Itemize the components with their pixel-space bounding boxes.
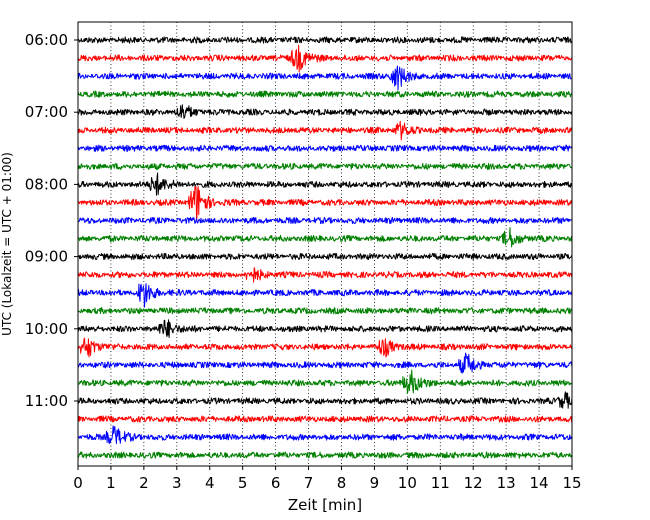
y-tick-label: 09:00 bbox=[25, 248, 68, 266]
trace-0630 bbox=[77, 65, 573, 91]
x-tick-label: 14 bbox=[530, 474, 549, 492]
x-tick-label: 5 bbox=[238, 474, 248, 492]
trace-0645 bbox=[77, 90, 573, 98]
trace-1100 bbox=[77, 391, 573, 409]
x-axis-label: Zeit [min] bbox=[288, 496, 362, 514]
y-axis-ticks: 06:00 07:00 08:00 09:00 10:00 11:00 bbox=[25, 31, 78, 410]
x-tick-label: 4 bbox=[205, 474, 215, 492]
y-axis-label: UTC (Lokalzeit = UTC + 01:00) bbox=[0, 152, 14, 336]
trace-0815 bbox=[77, 186, 573, 222]
trace-1145 bbox=[77, 451, 573, 459]
y-tick-label: 08:00 bbox=[25, 175, 68, 193]
seismogram-traces bbox=[77, 36, 573, 459]
x-tick-label: 10 bbox=[398, 474, 417, 492]
trace-0930 bbox=[77, 283, 573, 308]
x-tick-label: 12 bbox=[464, 474, 483, 492]
y-tick-label: 10:00 bbox=[25, 320, 68, 338]
x-tick-label: 3 bbox=[172, 474, 182, 492]
trace-0700 bbox=[77, 104, 573, 119]
plot-frame bbox=[77, 21, 573, 467]
x-tick-label: 0 bbox=[73, 474, 83, 492]
trace-0745 bbox=[77, 162, 573, 170]
trace-1045 bbox=[77, 369, 573, 395]
trace-0845 bbox=[77, 227, 573, 248]
trace-1000 bbox=[77, 319, 573, 339]
x-tick-label: 2 bbox=[139, 474, 149, 492]
y-tick-label: 11:00 bbox=[25, 392, 68, 410]
trace-0615 bbox=[77, 44, 573, 73]
x-tick-label: 6 bbox=[271, 474, 281, 492]
y-tick-label: 06:00 bbox=[25, 31, 68, 49]
trace-1030 bbox=[77, 352, 573, 374]
x-tick-label: 8 bbox=[337, 474, 347, 492]
x-tick-label: 7 bbox=[304, 474, 314, 492]
trace-0915 bbox=[77, 267, 573, 283]
trace-1115 bbox=[77, 415, 573, 423]
trace-1015 bbox=[77, 337, 573, 358]
trace-1130 bbox=[77, 425, 573, 445]
x-tick-label: 9 bbox=[370, 474, 380, 492]
trace-0945 bbox=[77, 307, 573, 315]
x-axis-ticks: 0 1 2 3 4 5 6 7 8 9 10 11 12 13 14 15 bbox=[73, 466, 582, 492]
x-tick-label: 15 bbox=[562, 474, 581, 492]
trace-0800 bbox=[77, 172, 573, 196]
x-tick-label: 13 bbox=[497, 474, 516, 492]
trace-0600 bbox=[77, 36, 573, 44]
trace-0730 bbox=[77, 144, 573, 152]
x-tick-label: 1 bbox=[106, 474, 116, 492]
trace-0830 bbox=[77, 216, 573, 225]
trace-0715 bbox=[77, 120, 573, 141]
trace-0900 bbox=[77, 252, 573, 261]
x-tick-label: 11 bbox=[431, 474, 450, 492]
y-tick-label: 07:00 bbox=[25, 103, 68, 121]
